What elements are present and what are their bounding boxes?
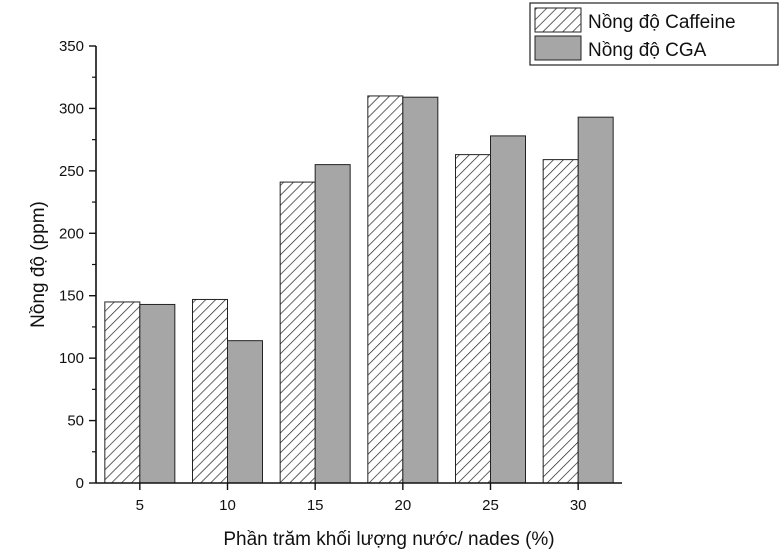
y-tick-label-100: 100 — [59, 350, 84, 367]
y-axis-title: Nồng độ (ppm) — [28, 201, 49, 328]
bar-caffeine-5 — [104, 301, 141, 484]
x-tick-label-10: 10 — [219, 497, 236, 514]
y-tick-label-50: 50 — [67, 413, 84, 430]
axes-group: 0 50 100 150 200 250 300 350 5 10 15 20 25 30 — [59, 38, 622, 514]
legend-swatch-caffeine — [534, 7, 582, 33]
y-tick-label-350: 350 — [59, 38, 84, 55]
x-tick-label-25: 25 — [482, 497, 499, 514]
bar-caffeine-25 — [455, 154, 491, 484]
bar-caffeine-20 — [367, 95, 404, 484]
bar-cga-30 — [577, 116, 614, 484]
bar-cga-15 — [314, 164, 351, 484]
y-tick-label-150: 150 — [59, 288, 84, 305]
bar-cga-5 — [139, 303, 176, 484]
bar-cga-10 — [227, 340, 263, 484]
x-tick-label-15: 15 — [307, 497, 324, 514]
bar-cga-25 — [490, 135, 526, 484]
legend: Nồng độ Caffeine Nồng độ CGA — [529, 2, 779, 66]
bars-group — [104, 95, 614, 484]
y-tick-label-0: 0 — [76, 475, 84, 492]
y-tick-label-200: 200 — [59, 225, 84, 242]
x-tick-label-5: 5 — [136, 497, 144, 514]
x-axis-title: Phần trăm khối lượng nước/ nades (%) — [223, 529, 554, 550]
bar-caffeine-10 — [192, 298, 228, 484]
bar-cga-20 — [402, 96, 439, 484]
legend-label-caffeine: Nồng độ Caffeine — [588, 12, 736, 33]
x-tick-label-20: 20 — [394, 497, 411, 514]
legend-swatch-cga — [534, 35, 582, 61]
bar-caffeine-30 — [542, 159, 579, 484]
x-tick-label-30: 30 — [570, 497, 587, 514]
y-tick-label-300: 300 — [59, 100, 84, 117]
bar-caffeine-15 — [279, 181, 316, 484]
y-tick-label-250: 250 — [59, 163, 84, 180]
legend-label-cga: Nồng độ CGA — [588, 40, 707, 61]
